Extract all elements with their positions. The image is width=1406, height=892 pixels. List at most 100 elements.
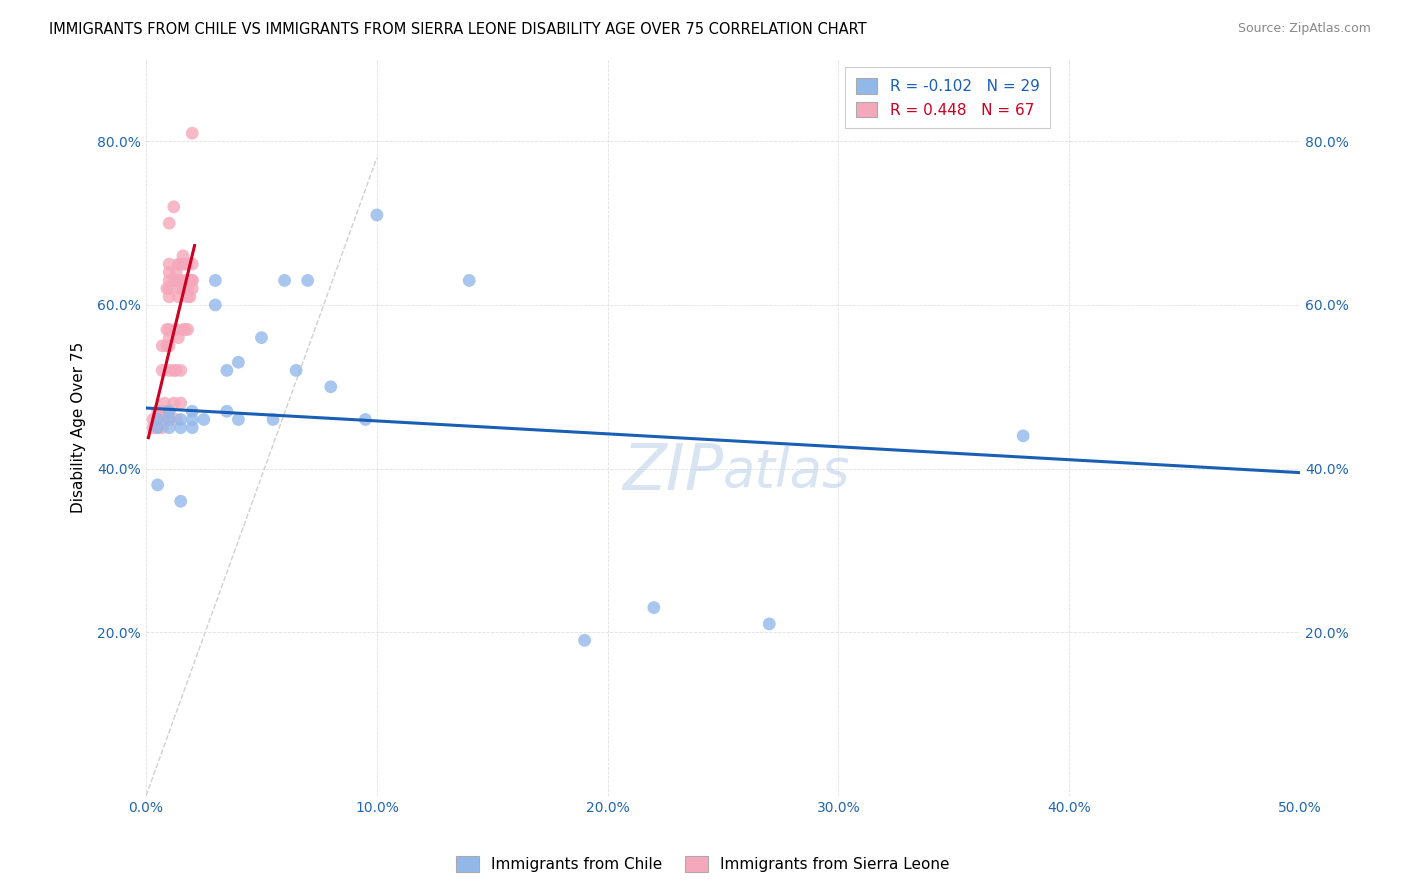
Point [181,404,204,418]
Point [142,420,165,434]
Point [163,396,186,410]
Point [174,322,197,336]
Point [181,282,204,296]
Point [366,208,388,222]
Point [157,257,180,271]
Point [181,257,204,271]
Point [215,363,238,377]
Point [167,273,190,287]
Point [1012,429,1035,443]
Point [273,273,295,287]
Point [193,412,215,426]
Point [170,412,193,426]
Legend: Immigrants from Chile, Immigrants from Sierra Leone: Immigrants from Chile, Immigrants from S… [449,848,957,880]
Point [146,420,169,434]
Point [165,265,187,279]
Point [228,355,250,369]
Point [142,412,165,426]
Point [643,600,665,615]
Point [156,339,179,353]
Point [179,290,201,304]
Point [228,412,250,426]
Point [156,322,179,336]
Point [167,290,190,304]
Point [172,257,194,271]
Point [170,363,193,377]
Point [156,412,179,426]
Point [176,322,198,336]
Point [172,249,194,263]
Point [157,412,180,426]
Point [157,404,180,418]
Point [163,363,186,377]
Point [181,420,204,434]
Point [157,216,180,230]
Point [157,420,180,434]
Point [215,404,238,418]
Point [170,494,193,508]
Point [157,322,180,336]
Point [150,420,173,434]
Text: atlas: atlas [723,446,851,498]
Point [354,412,377,426]
Point [157,404,180,418]
Point [146,478,169,492]
Point [170,257,193,271]
Point [172,322,194,336]
Point [297,273,319,287]
Legend: R = -0.102   N = 29, R = 0.448   N = 67: R = -0.102 N = 29, R = 0.448 N = 67 [845,67,1050,128]
Point [181,273,204,287]
Point [170,396,193,410]
Point [153,396,176,410]
Point [262,412,284,426]
Point [165,322,187,336]
Text: IMMIGRANTS FROM CHILE VS IMMIGRANTS FROM SIERRA LEONE DISABILITY AGE OVER 75 COR: IMMIGRANTS FROM CHILE VS IMMIGRANTS FROM… [49,22,868,37]
Point [150,339,173,353]
Point [146,404,169,418]
Point [176,282,198,296]
Point [165,273,187,287]
Point [319,380,342,394]
Point [157,339,180,353]
Point [181,126,204,140]
Point [157,363,180,377]
Point [163,200,186,214]
Point [150,404,173,418]
Point [157,331,180,345]
Point [156,282,179,296]
Point [150,363,173,377]
Point [153,412,176,426]
Point [179,273,201,287]
Point [150,412,173,426]
Point [176,257,198,271]
Point [170,282,193,296]
Point [574,633,596,648]
Point [174,273,197,287]
Point [758,616,780,631]
Point [170,420,193,434]
Point [250,331,273,345]
Point [181,273,204,287]
Point [157,265,180,279]
Point [167,257,190,271]
Point [146,412,169,426]
Point [146,412,169,426]
Point [165,363,187,377]
Point [172,282,194,296]
Text: Source: ZipAtlas.com: Source: ZipAtlas.com [1237,22,1371,36]
Point [156,404,179,418]
Point [174,257,197,271]
Point [153,404,176,418]
Point [181,412,204,426]
Point [157,290,180,304]
Point [157,412,180,426]
Point [163,273,186,287]
Point [204,298,226,312]
Text: ZIP: ZIP [621,441,723,503]
Point [170,273,193,287]
Point [146,420,169,434]
Point [165,412,187,426]
Point [167,331,190,345]
Point [146,412,169,426]
Point [157,282,180,296]
